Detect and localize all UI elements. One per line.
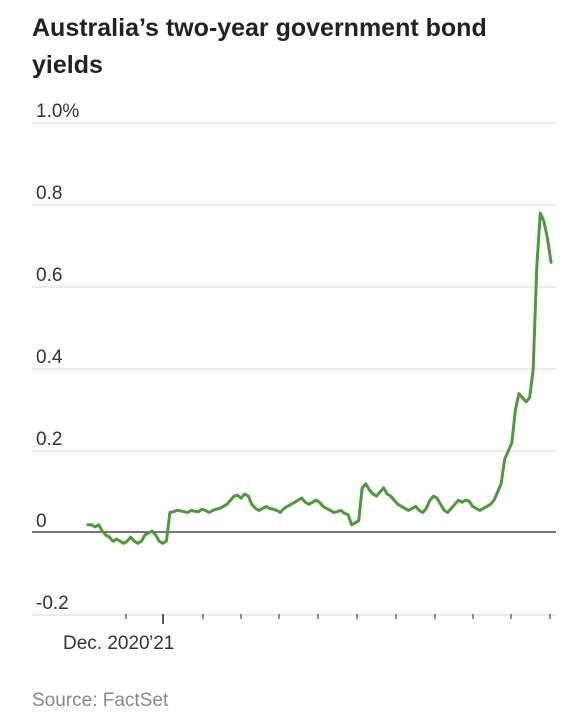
y-tick-label-5: 0	[36, 511, 47, 532]
y-tick-label-1: 0.8	[36, 183, 62, 204]
source-note: Source: FactSet	[32, 690, 169, 711]
x-tick-marks	[125, 614, 551, 624]
y-tick-label-3: 0.4	[36, 347, 63, 368]
chart-title-line-2: yields	[32, 51, 103, 79]
y-tick-label-2: 0.6	[36, 265, 62, 286]
x-tick-label-dec-2020: Dec. 2020	[63, 633, 150, 654]
y-tick-label-4: 0.2	[36, 429, 62, 450]
y-tick-label-6: -0.2	[36, 593, 69, 614]
y-tick-labels: 1.0% 0.8 0.6 0.4 0.2 0 -0.2	[36, 101, 79, 614]
x-tick-label-21: ’21	[149, 633, 174, 654]
yield-series-line	[86, 211, 553, 545]
chart-title-line-1: Australia’s two-year government bond	[32, 14, 487, 42]
y-gridlines	[32, 122, 556, 616]
y-tick-label-0: 1.0%	[36, 101, 79, 122]
